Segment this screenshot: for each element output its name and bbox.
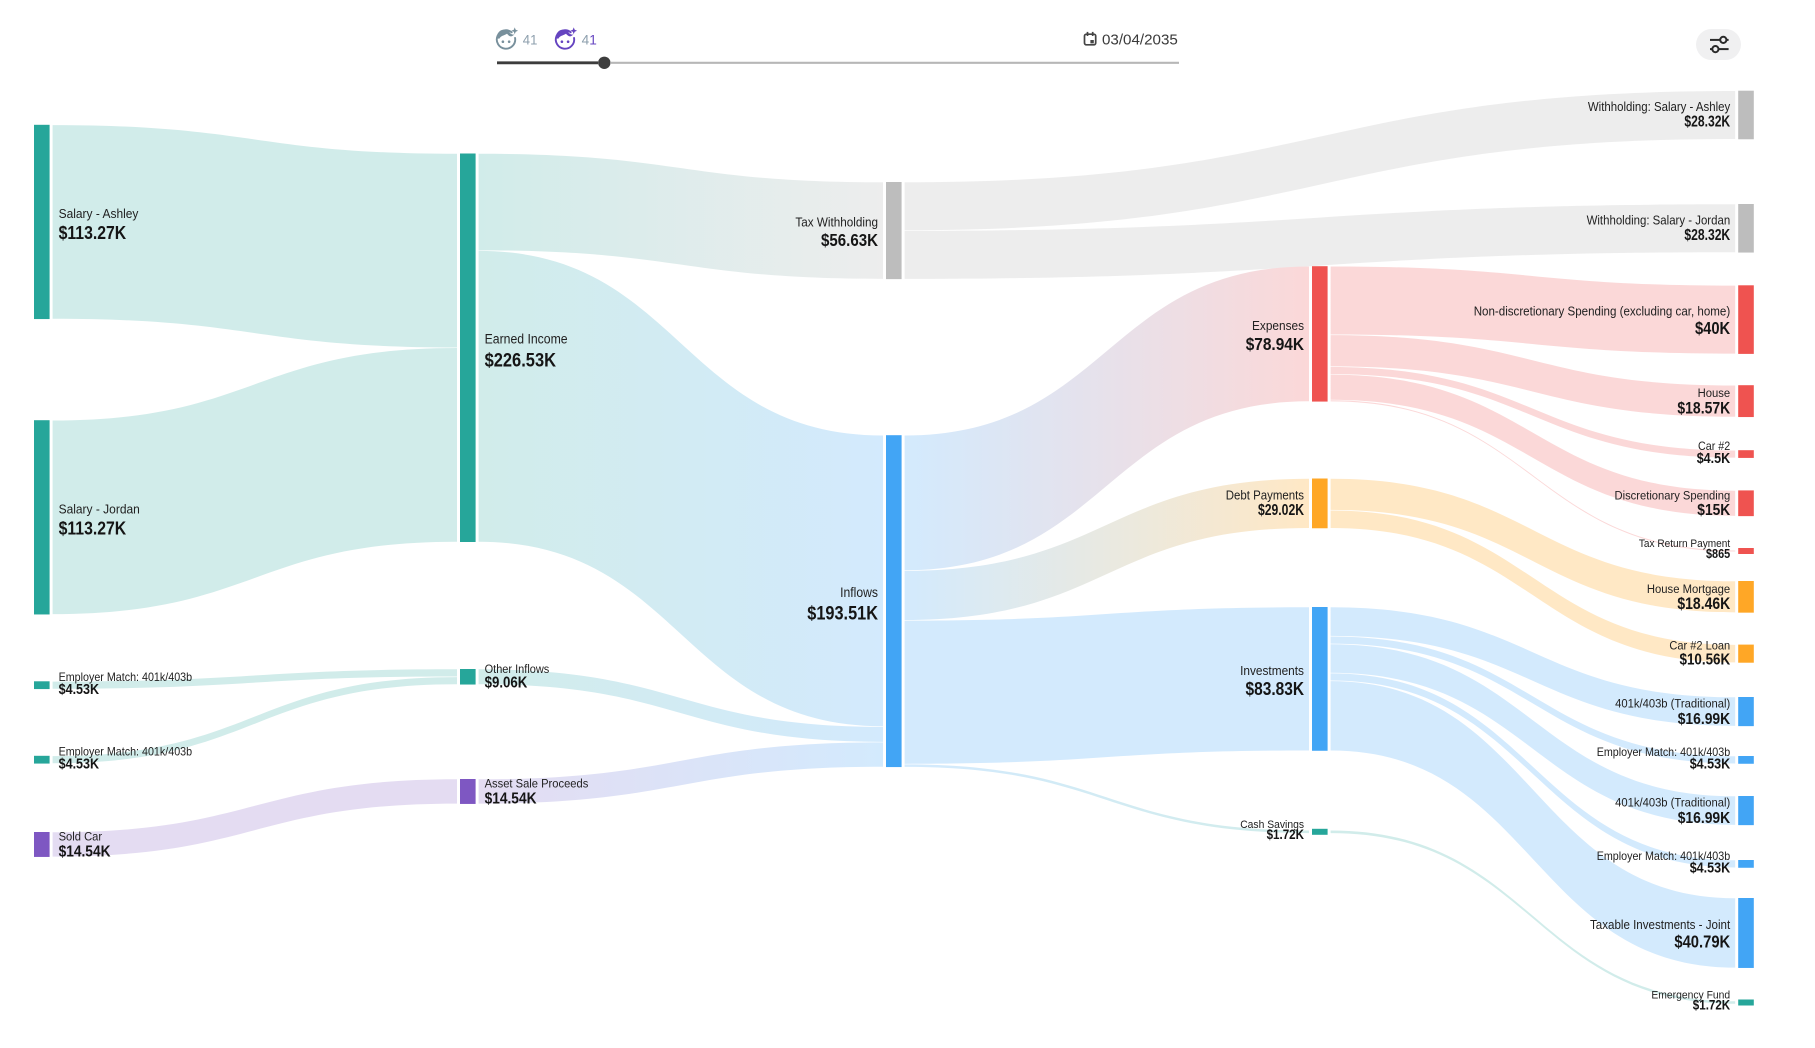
svg-text:$4.53K: $4.53K (1690, 757, 1731, 773)
svg-text:$40K: $40K (1695, 319, 1731, 338)
svg-text:Withholding: Salary - Ashley: Withholding: Salary - Ashley (1588, 100, 1731, 114)
svg-text:$9.06K: $9.06K (485, 674, 528, 691)
svg-text:$28.32K: $28.32K (1684, 227, 1730, 244)
svg-text:Non-discretionary Spending (ex: Non-discretionary Spending (excluding ca… (1474, 305, 1731, 319)
svg-text:$16.99K: $16.99K (1678, 809, 1731, 827)
svg-text:Employer Match: 401k/403b: Employer Match: 401k/403b (59, 670, 193, 684)
svg-text:Employer Match: 401k/403b: Employer Match: 401k/403b (59, 745, 193, 759)
svg-text:$40.79K: $40.79K (1674, 931, 1730, 951)
svg-text:$18.46K: $18.46K (1677, 595, 1730, 613)
svg-text:Inflows: Inflows (840, 585, 878, 600)
svg-text:Tax Return Payment: Tax Return Payment (1639, 538, 1730, 550)
svg-text:Asset Sale Proceeds: Asset Sale Proceeds (485, 777, 589, 791)
svg-text:$4.53K: $4.53K (59, 682, 100, 698)
svg-text:$56.63K: $56.63K (821, 230, 878, 250)
svg-text:Employer Match: 401k/403b: Employer Match: 401k/403b (1597, 745, 1731, 759)
svg-text:Employer Match: 401k/403b: Employer Match: 401k/403b (1597, 849, 1731, 863)
svg-text:Emergency Fund: Emergency Fund (1651, 990, 1730, 1002)
svg-text:Withholding: Salary - Jordan: Withholding: Salary - Jordan (1587, 213, 1731, 227)
svg-text:Investments: Investments (1240, 663, 1304, 678)
svg-text:$193.51K: $193.51K (807, 604, 878, 625)
svg-text:401k/403b (Traditional): 401k/403b (Traditional) (1615, 796, 1730, 810)
svg-text:$18.57K: $18.57K (1677, 400, 1730, 418)
svg-text:$16.99K: $16.99K (1678, 710, 1731, 728)
svg-text:$28.32K: $28.32K (1684, 114, 1730, 131)
svg-text:$4.53K: $4.53K (1690, 861, 1731, 877)
svg-text:Car #2 Loan: Car #2 Loan (1669, 639, 1730, 653)
svg-text:$4.53K: $4.53K (59, 757, 100, 773)
svg-text:House Mortgage: House Mortgage (1647, 582, 1730, 596)
svg-text:Discretionary Spending: Discretionary Spending (1615, 488, 1731, 502)
svg-text:$113.27K: $113.27K (59, 517, 127, 538)
svg-text:$865: $865 (1706, 547, 1730, 561)
svg-text:41: 41 (523, 32, 538, 47)
svg-text:$113.27K: $113.27K (59, 222, 127, 243)
svg-text:$1.72K: $1.72K (1267, 827, 1305, 842)
svg-text:$83.83K: $83.83K (1246, 679, 1305, 699)
svg-text:$29.02K: $29.02K (1258, 502, 1304, 519)
svg-text:Salary - Jordan: Salary - Jordan (59, 501, 140, 516)
svg-text:$14.54K: $14.54K (485, 790, 537, 807)
svg-text:$14.54K: $14.54K (59, 843, 111, 860)
svg-text:$4.5K: $4.5K (1697, 451, 1731, 467)
svg-text:1: 1 (589, 32, 597, 47)
svg-text:$10.56K: $10.56K (1680, 652, 1731, 669)
svg-text:$78.94K: $78.94K (1246, 334, 1304, 354)
svg-text:$1.72K: $1.72K (1693, 998, 1731, 1013)
svg-text:Taxable Investments - Joint: Taxable Investments - Joint (1590, 918, 1731, 932)
svg-text:Sold Car: Sold Car (59, 830, 103, 844)
svg-text:$226.53K: $226.53K (485, 351, 557, 372)
svg-text:03/04/2035: 03/04/2035 (1102, 31, 1178, 48)
svg-text:Other Inflows: Other Inflows (485, 662, 550, 676)
svg-text:$15K: $15K (1697, 502, 1730, 519)
svg-text:Earned Income: Earned Income (485, 332, 568, 347)
svg-text:Tax Withholding: Tax Withholding (795, 215, 878, 230)
svg-text:401k/403b (Traditional): 401k/403b (Traditional) (1615, 697, 1730, 711)
svg-text:Expenses: Expenses (1252, 318, 1304, 333)
svg-text:Debt Payments: Debt Payments (1226, 488, 1304, 502)
svg-text:Car #2: Car #2 (1698, 439, 1730, 453)
svg-text:Salary - Ashley: Salary - Ashley (59, 206, 139, 221)
svg-text:4: 4 (582, 32, 590, 47)
svg-text:House: House (1698, 386, 1731, 400)
svg-text:Cash Savings: Cash Savings (1240, 819, 1304, 831)
